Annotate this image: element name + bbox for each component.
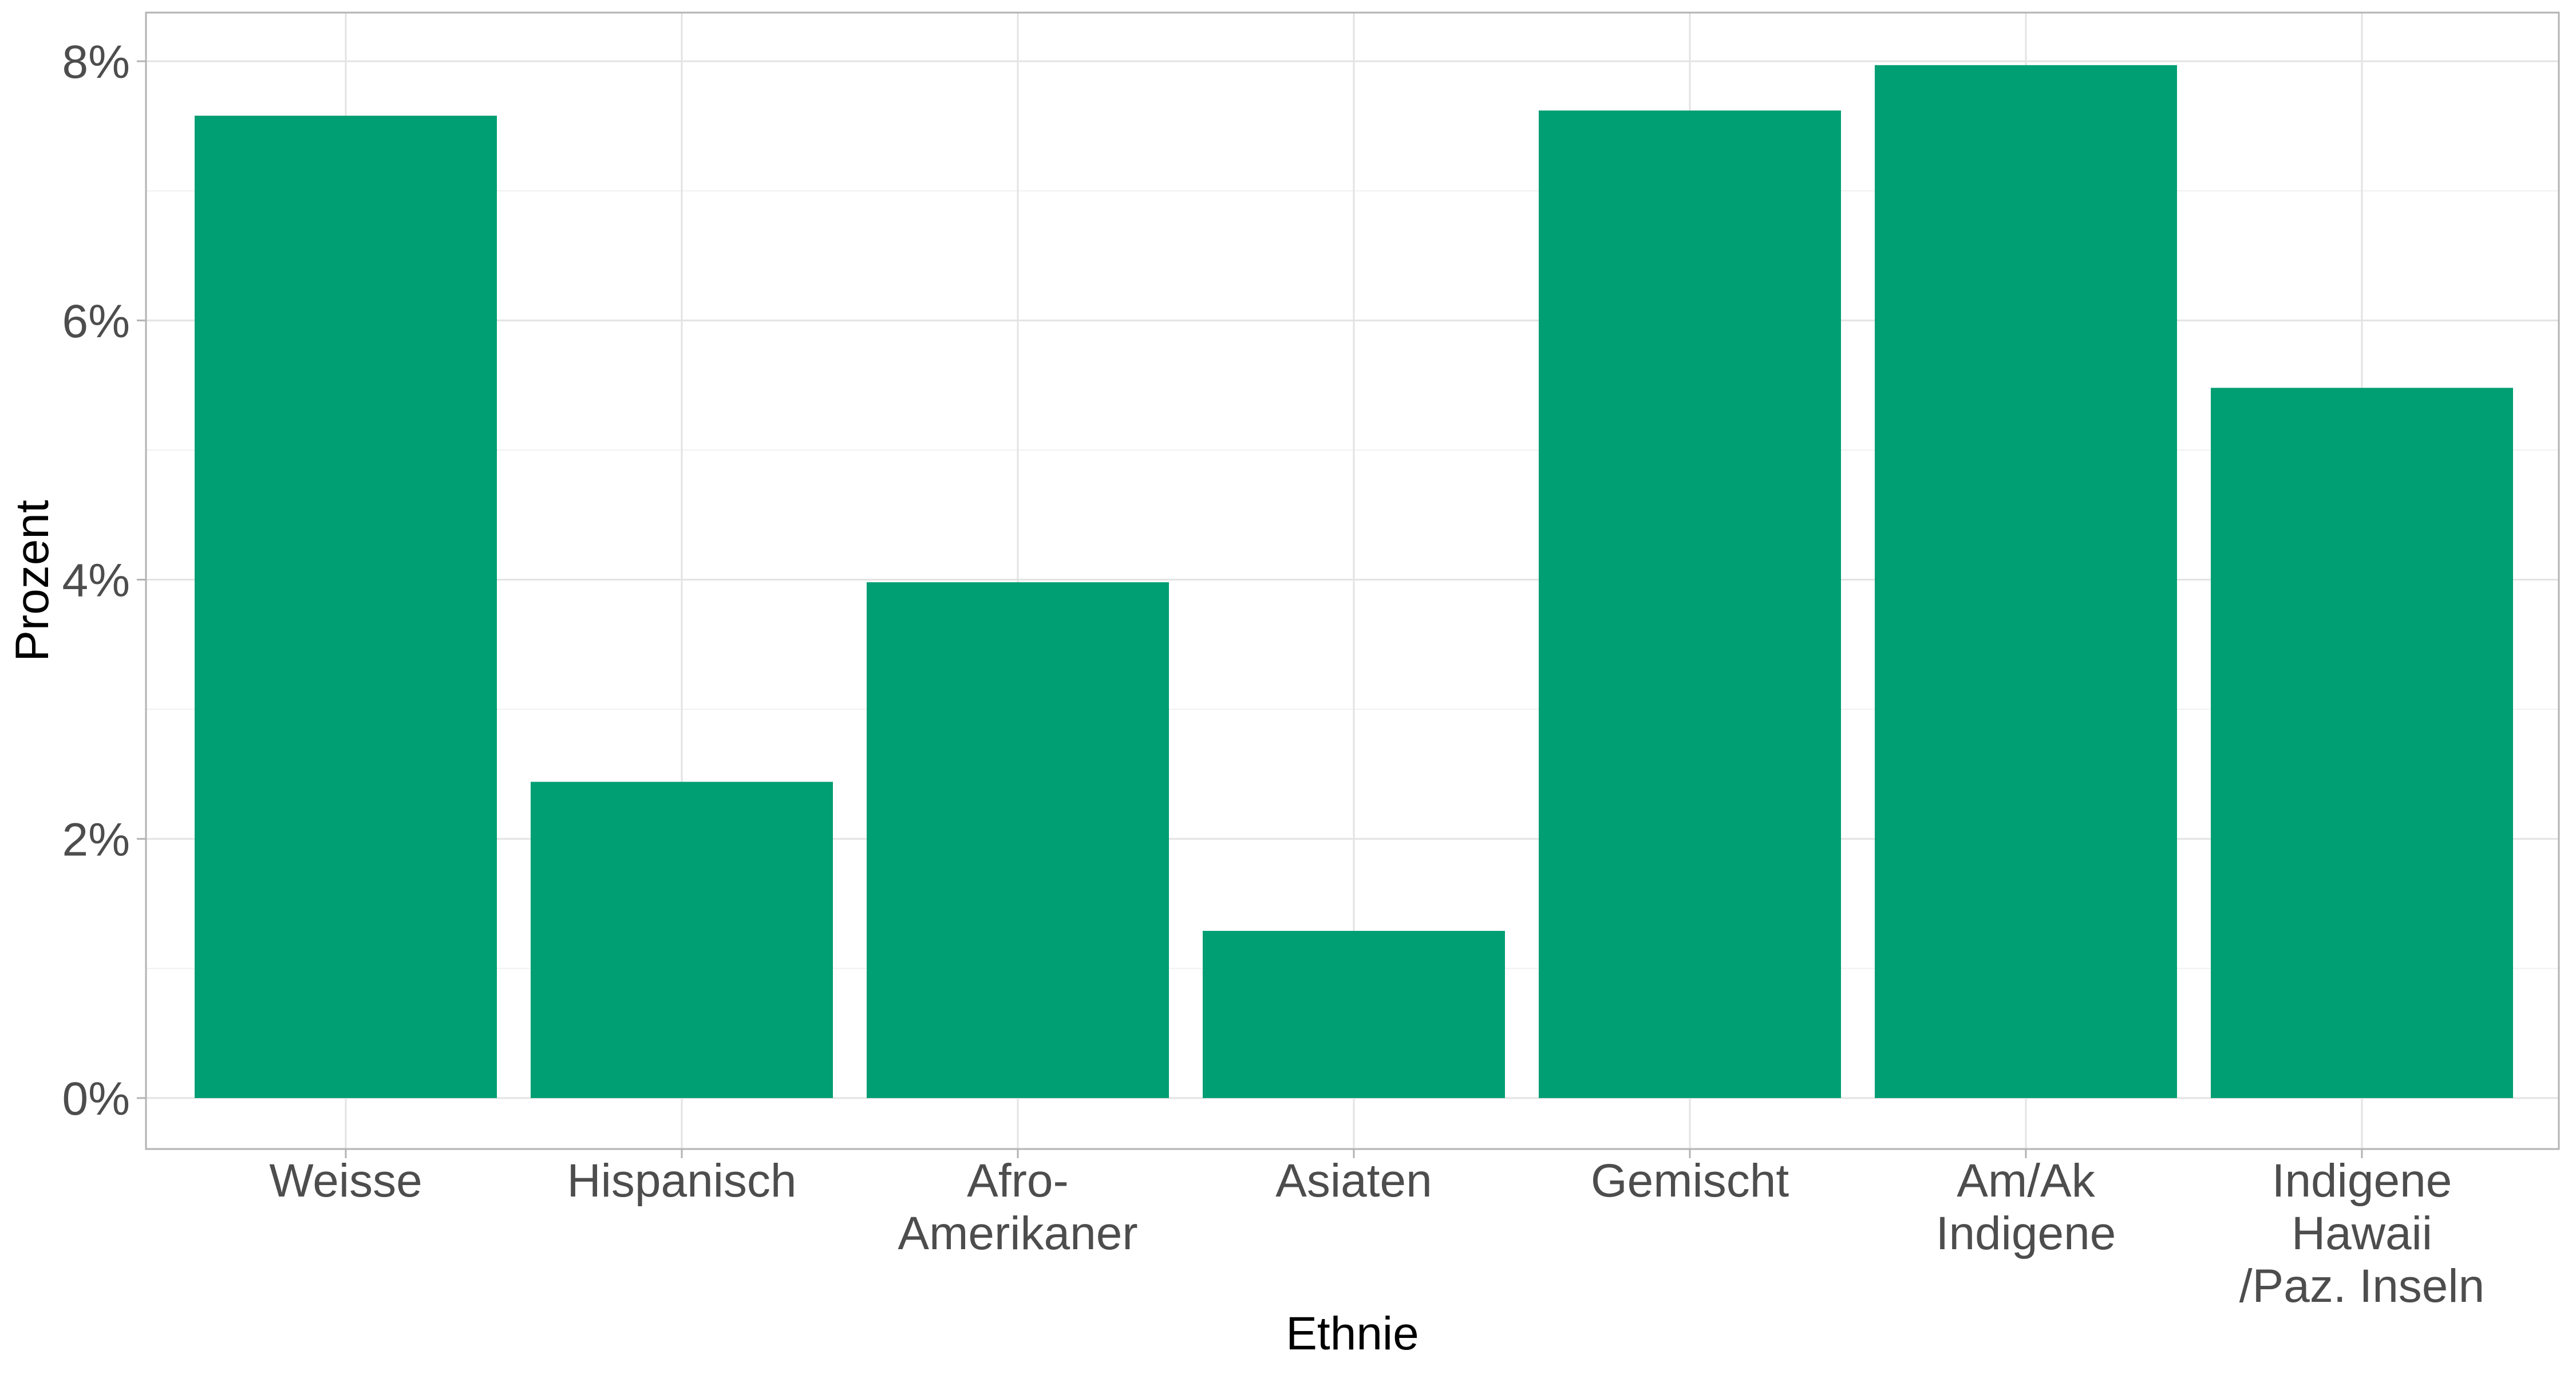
y-tick-label: 4% [62, 555, 130, 607]
x-axis-ticks: Weisse Hispanisch Afro-Amerikaner Asiaten Ge… [269, 1149, 2484, 1312]
y-tick-label: 8% [62, 36, 130, 88]
y-tick-label: 0% [62, 1073, 130, 1125]
x-tick-label-line: Afro- [967, 1155, 1069, 1207]
y-axis-title: Prozent [6, 500, 58, 662]
bar [531, 781, 833, 1098]
y-axis-ticks: 0% 2% 4% 6% 8% [62, 36, 146, 1125]
bar [1203, 930, 1505, 1098]
x-tick-label: Gemischt [1591, 1155, 1789, 1207]
x-tick-label-line: /Paz. Inseln [2239, 1260, 2484, 1312]
x-tick-label: Weisse [269, 1155, 422, 1207]
x-tick-label: Hispanisch [567, 1155, 796, 1207]
x-tick-label-line: Indigene [2272, 1155, 2452, 1207]
y-tick-label: 6% [62, 295, 130, 348]
plot-panel-border [145, 11, 2560, 1150]
x-tick-label-line: Asiaten [1275, 1155, 1432, 1207]
bar [195, 116, 497, 1098]
x-tick-label: Afro-Amerikaner [898, 1155, 1137, 1260]
bar [1875, 65, 2177, 1098]
bar [867, 582, 1169, 1098]
x-tick-label-line: Indigene [1936, 1207, 2116, 1260]
x-axis-title: Ethnie [1286, 1308, 1419, 1360]
x-tick-label: Am/Ak Indigene [1936, 1155, 2116, 1260]
x-tick-label: Indigene Hawaii/Paz. Inseln [2239, 1155, 2484, 1312]
x-tick-label: Asiaten [1275, 1155, 1432, 1207]
x-tick-label-line: Weisse [269, 1155, 422, 1207]
bar [2211, 388, 2513, 1098]
bar [1539, 110, 1841, 1099]
x-tick-label-line: Gemischt [1591, 1155, 1789, 1207]
bars [195, 65, 2513, 1099]
y-tick-label: 2% [62, 814, 130, 866]
x-tick-label-line: Hawaii [2291, 1207, 2432, 1260]
x-tick-label-line: Amerikaner [898, 1207, 1137, 1260]
x-tick-label-line: Am/Ak [1957, 1155, 2095, 1207]
x-tick-label-line: Hispanisch [567, 1155, 796, 1207]
